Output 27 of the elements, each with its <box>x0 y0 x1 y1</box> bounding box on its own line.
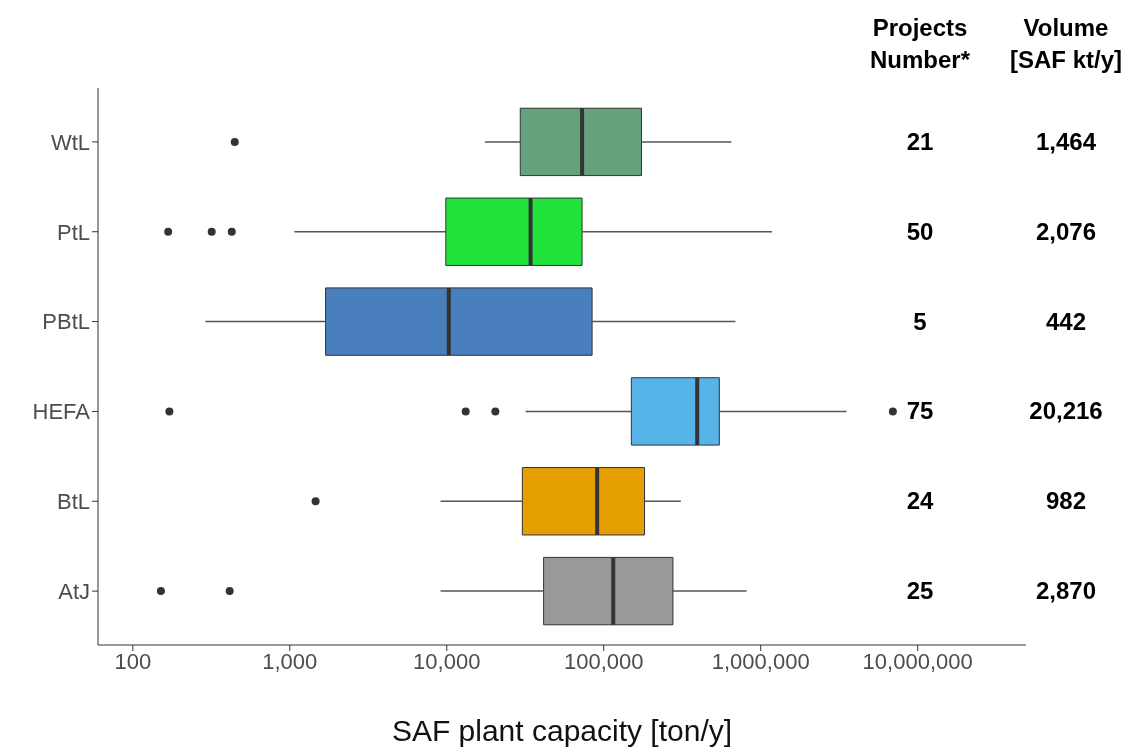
x-tick-label: 100,000 <box>563 648 644 674</box>
text: Projects Number* <box>869 13 971 75</box>
annotation: 5 <box>912 306 928 337</box>
y-tick-label: PtL <box>56 219 90 245</box>
x-tick-label: 1,000 <box>262 648 318 674</box>
annotation: 50 <box>905 216 935 247</box>
y-tick-label: HEFA <box>32 399 91 425</box>
annotation: 21 <box>905 126 935 157</box>
annotation: 25 <box>905 576 935 607</box>
x-tick-label: 10,000,000 <box>862 648 973 674</box>
text: 982 <box>1044 486 1087 517</box>
y-tick-label: AtJ <box>58 578 90 604</box>
text: Volume [SAF kt/y] <box>1009 13 1123 75</box>
x-axis-title: SAF plant capacity [ton/y] <box>391 714 733 747</box>
text: 442 <box>1044 306 1087 337</box>
text: 2,076 <box>1034 216 1098 247</box>
y-tick-label: PBtL <box>42 309 90 335</box>
y-tick-label: BtL <box>56 489 90 515</box>
text: 1,464 <box>1034 126 1098 157</box>
y-tick-label: WtL <box>50 129 90 155</box>
text: 20,216 <box>1028 396 1104 427</box>
x-tick-label: 100 <box>114 648 152 674</box>
x-tick-label: 1,000,000 <box>711 648 810 674</box>
annotation: 24 <box>905 486 935 517</box>
annotation: 75 <box>905 396 935 427</box>
x-tick-label: 10,000 <box>413 648 481 674</box>
text: 2,870 <box>1034 576 1098 607</box>
